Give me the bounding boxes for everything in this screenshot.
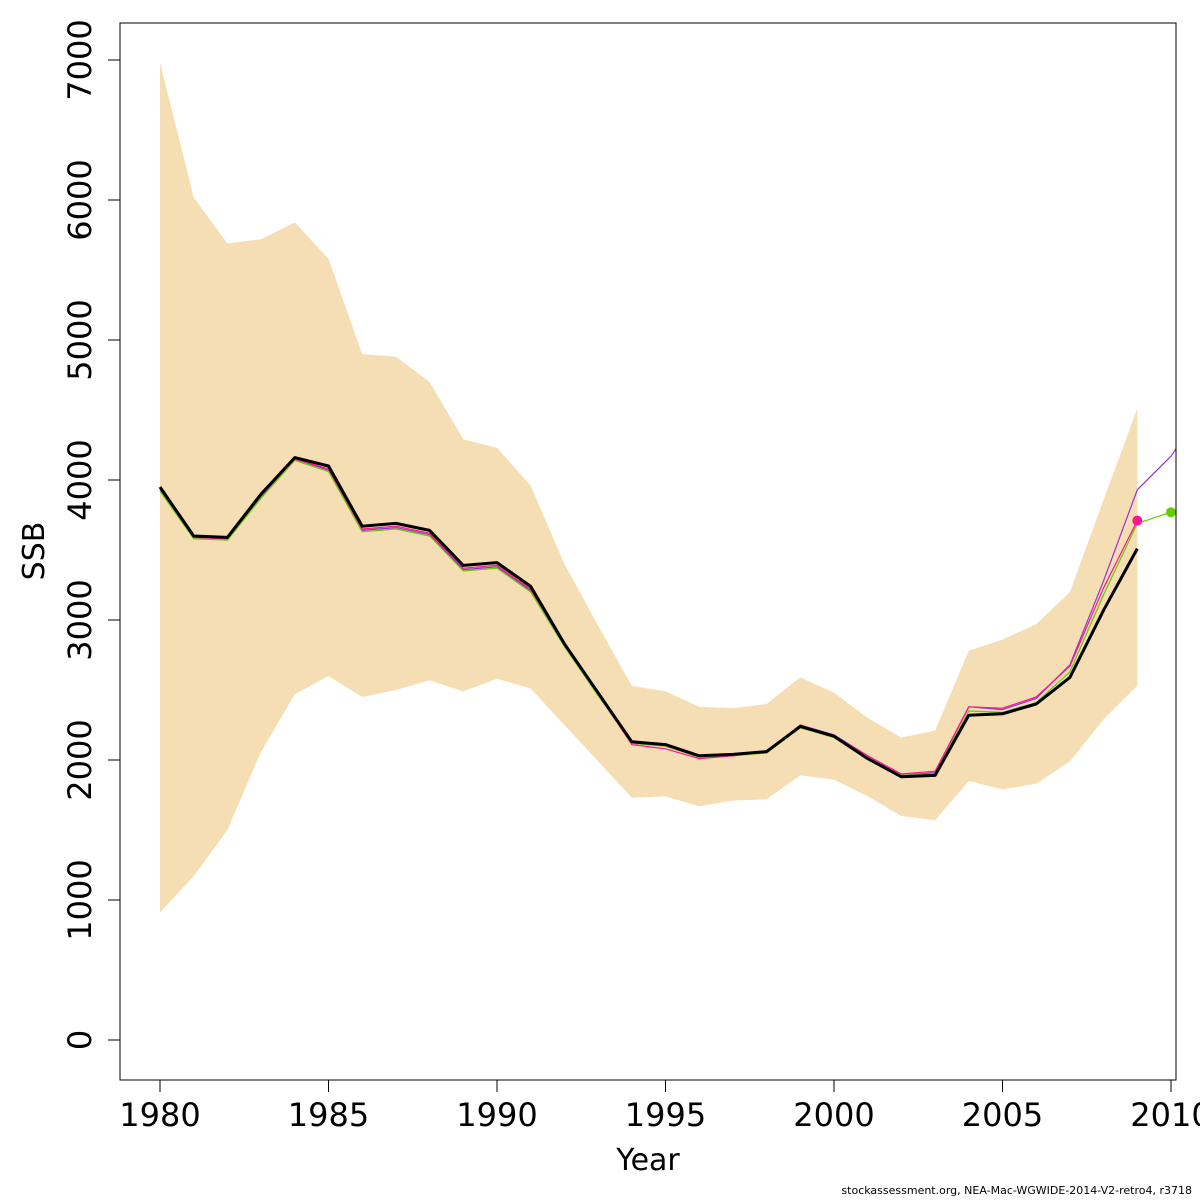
x-tick-label: 1990 [456, 1096, 537, 1134]
end-point-1 [1166, 507, 1176, 518]
series-line-0 [158, 456, 1139, 779]
series-line-1 [159, 458, 1138, 775]
x-axis-title: Year [615, 1143, 680, 1178]
x-tick-label: 1995 [625, 1096, 706, 1134]
y-tick-label: 6000 [61, 159, 99, 240]
x-tick-label: 1980 [119, 1096, 200, 1134]
x-tick-label: 2000 [793, 1096, 874, 1134]
confidence-band [160, 62, 1138, 913]
y-axis: 0 1000 2000 3000 4000 5000 6000 7000 [61, 19, 121, 1050]
y-tick-label: 7000 [61, 19, 99, 100]
y-tick-label: 2000 [61, 719, 99, 800]
y-tick-label: 5000 [61, 299, 99, 380]
footer-credit: stockassessment.org, NEA-Mac-WGWIDE-2014… [841, 1184, 1192, 1197]
y-tick-label: 4000 [61, 439, 99, 520]
y-tick-label: 3000 [61, 579, 99, 660]
end-point-0 [1132, 515, 1143, 526]
y-tick-label: 1000 [61, 859, 99, 940]
y-axis-title: SSB [17, 522, 52, 581]
x-tick-label: 2005 [962, 1096, 1043, 1134]
y-tick-label: 0 [61, 1030, 99, 1050]
x-tick-label: 1985 [288, 1096, 369, 1134]
